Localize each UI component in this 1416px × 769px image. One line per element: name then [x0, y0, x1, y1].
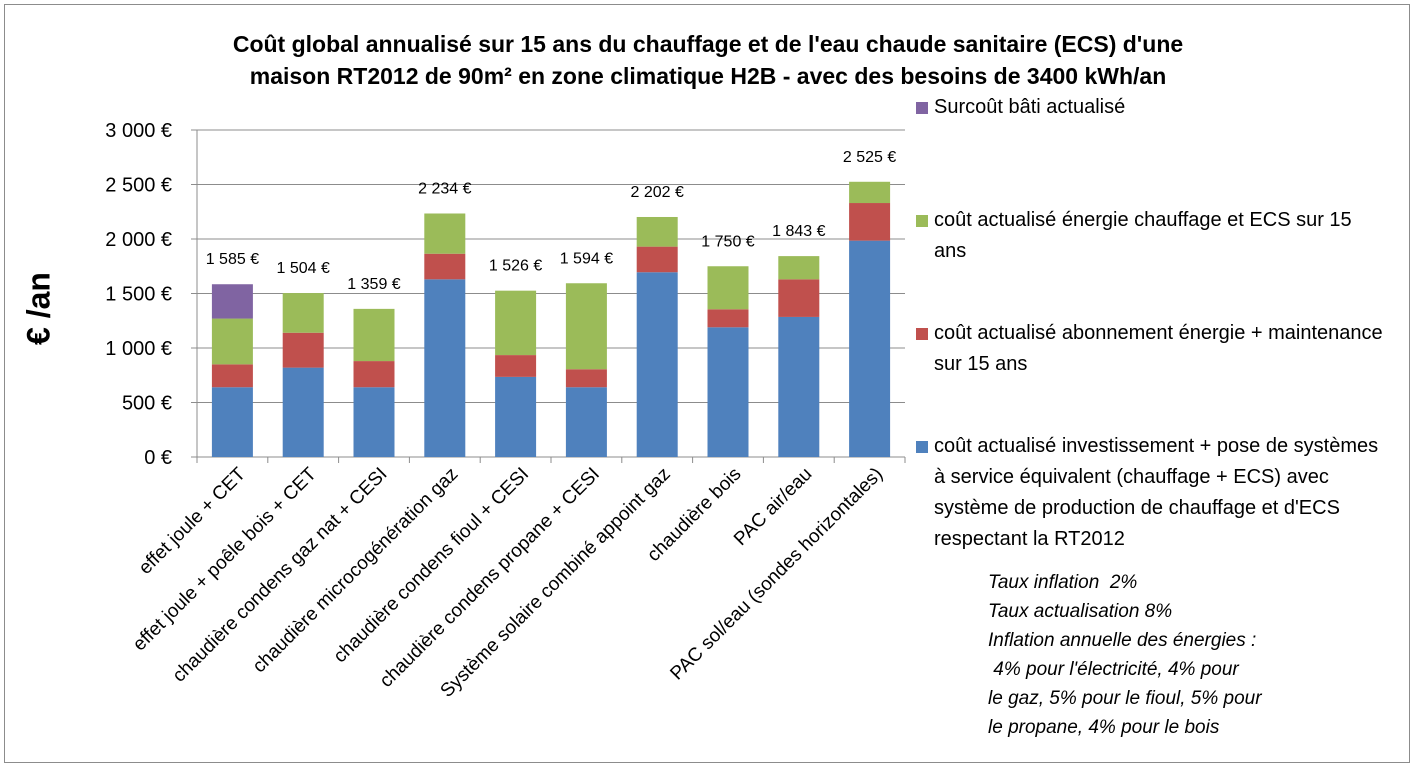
bar-total-label: 2 202 € [631, 184, 684, 201]
note-line-4: 4% pour l'électricité, 4% pour [988, 659, 1239, 680]
legend-item-energie: coût actualisé énergie chauffage et ECS … [908, 205, 1388, 267]
legend-label-investissement: coût actualisé investissement + pose de … [934, 435, 1379, 550]
bar-total-label: 1 594 € [560, 250, 613, 267]
legend-item-surcout-bati: Surcoût bâti actualisé [908, 92, 1388, 123]
note-line-5: le gaz, 5% pour le fioul, 5% pour [988, 688, 1262, 709]
bar-total-label: 2 525 € [843, 149, 896, 166]
bar-total-label: 1 359 € [347, 276, 400, 293]
legend-label-energie: coût actualisé énergie chauffage et ECS … [934, 209, 1352, 262]
note-line-3: Inflation annuelle des énergies : [988, 630, 1257, 651]
chart-title: Coût global annualisé sur 15 ans du chau… [0, 28, 1416, 92]
legend-label-abonnement: coût actualisé abonnement énergie + main… [934, 322, 1383, 375]
bar-segment-2-2 [282, 332, 324, 368]
bar-segment-3-2 [282, 293, 324, 333]
bar-segment-3-3 [353, 308, 395, 362]
bar-segment-1-10 [849, 240, 891, 457]
y-tick-label: 500 € [122, 393, 172, 415]
bar-segment-2-4 [424, 253, 466, 280]
chart-frame [4, 4, 1410, 763]
bar-segment-3-4 [424, 213, 466, 254]
bar-segment-1-4 [424, 279, 466, 457]
bar-total-label: 1 526 € [489, 258, 542, 275]
bar-total-label: 1 585 € [206, 251, 259, 268]
bar-total-label: 1 843 € [772, 223, 825, 240]
legend-item-abonnement: coût actualisé abonnement énergie + main… [908, 318, 1388, 380]
bar-segment-1-5 [495, 376, 537, 457]
bar-total-label: 2 234 € [418, 180, 471, 197]
bar-segment-1-6 [565, 387, 607, 457]
bar-segment-1-3 [353, 387, 395, 457]
bar-segment-2-3 [353, 361, 395, 388]
bar-segment-2-1 [211, 364, 253, 388]
bar-segment-2-9 [778, 279, 820, 317]
bar-segment-3-7 [636, 216, 678, 247]
note-line-1: Taux inflation 2% [988, 572, 1138, 593]
y-tick-label: 0 € [144, 447, 172, 469]
legend-swatch-surcout-bati [916, 102, 928, 114]
bar-total-label: 1 504 € [277, 260, 330, 277]
bar-segment-3-9 [778, 256, 820, 280]
note-line-6: le propane, 4% pour le bois [988, 717, 1220, 738]
bar-segment-1-9 [778, 316, 820, 457]
bar-segment-3-5 [495, 290, 537, 356]
chart-title-line-2: maison RT2012 de 90m² en zone climatique… [249, 63, 1167, 89]
legend-swatch-investissement [916, 441, 928, 453]
bar-segment-2-10 [849, 203, 891, 241]
bar-segment-1-7 [636, 272, 678, 457]
bar-segment-3-1 [211, 318, 253, 365]
bar-segment-2-5 [495, 355, 537, 377]
bar-segment-2-6 [565, 369, 607, 388]
bar-segment-2-7 [636, 246, 678, 273]
bar-segment-1-8 [707, 327, 749, 457]
y-tick-label: 2 000 € [105, 229, 172, 251]
bar-segment-1-1 [211, 387, 253, 457]
y-tick-label: 2 500 € [105, 175, 172, 197]
chart-title-line-1: Coût global annualisé sur 15 ans du chau… [232, 31, 1184, 57]
bar-segment-3-8 [707, 266, 749, 310]
legend-item-investissement: coût actualisé investissement + pose de … [908, 431, 1388, 555]
assumptions-notes: Taux inflation 2% Taux actualisation 8% … [988, 568, 1388, 742]
legend-swatch-abonnement [916, 328, 928, 340]
legend-label-surcout-bati: Surcoût bâti actualisé [934, 96, 1126, 118]
bar-segment-2-8 [707, 309, 749, 328]
bar-segment-4-1 [211, 284, 253, 319]
legend-swatch-energie [916, 215, 928, 227]
bar-segment-1-2 [282, 367, 324, 457]
bar-total-label: 1 750 € [701, 233, 754, 250]
y-tick-label: 1 500 € [105, 284, 172, 306]
bar-segment-3-10 [849, 181, 891, 204]
y-tick-label: 3 000 € [105, 120, 172, 142]
y-tick-label: 1 000 € [105, 338, 172, 360]
note-line-2: Taux actualisation 8% [988, 601, 1173, 622]
bar-segment-3-6 [565, 283, 607, 370]
